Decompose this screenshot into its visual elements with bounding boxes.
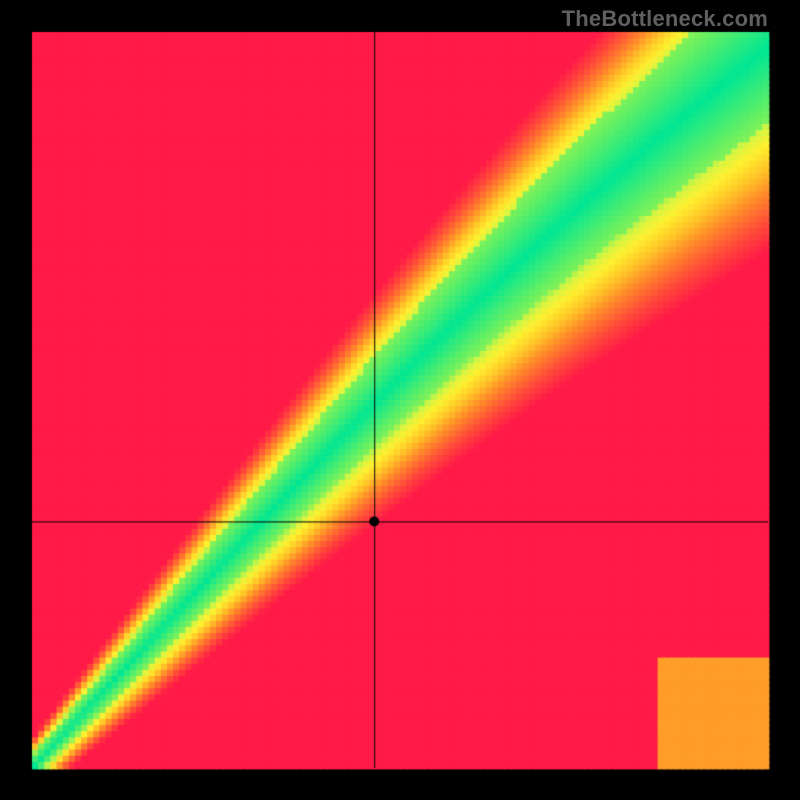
chart-container: TheBottleneck.com [0, 0, 800, 800]
watermark-label: TheBottleneck.com [562, 6, 768, 32]
bottleneck-heatmap [0, 0, 800, 800]
